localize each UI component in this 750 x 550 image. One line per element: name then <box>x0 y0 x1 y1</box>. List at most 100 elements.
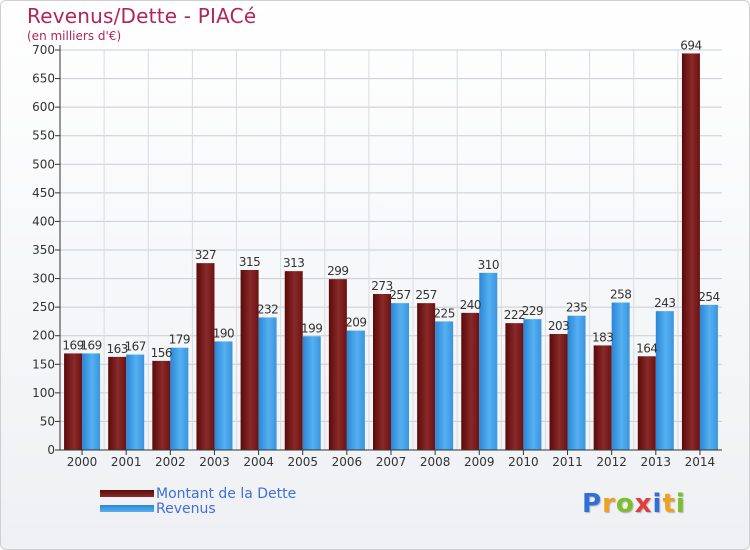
y-tick-label: 200 <box>32 329 55 343</box>
bar-dette <box>637 356 656 450</box>
data-label-dette: 273 <box>371 279 392 293</box>
chart-subtitle: (en milliers d'€) <box>27 29 122 43</box>
logo-letter: i <box>675 489 686 519</box>
data-label-revenus: 254 <box>698 290 719 304</box>
data-label-revenus: 199 <box>301 321 322 335</box>
x-tick-label: 2001 <box>111 455 142 469</box>
bar-dette <box>196 263 215 450</box>
data-label-revenus: 179 <box>169 333 190 347</box>
y-tick-label: 350 <box>32 243 55 257</box>
data-label-dette: 169 <box>62 338 83 352</box>
legend-label-debt: Montant de la Dette <box>156 485 297 502</box>
bar-dette <box>417 303 436 450</box>
y-tick-label: 500 <box>32 157 55 171</box>
bar-revenus <box>346 330 365 450</box>
bar-dette <box>108 356 127 450</box>
y-tick-label: 600 <box>32 100 55 114</box>
data-label-dette: 694 <box>680 38 701 52</box>
bar-dette <box>328 279 347 450</box>
logo-letter: t <box>662 489 676 519</box>
data-label-revenus: 225 <box>433 306 454 320</box>
data-label-revenus: 243 <box>654 296 675 310</box>
x-tick-label: 2003 <box>199 455 230 469</box>
legend-label-revenus: Revenus <box>156 500 216 517</box>
y-tick-label: 650 <box>32 72 55 86</box>
data-label-revenus: 190 <box>213 326 234 340</box>
bar-revenus <box>567 315 586 450</box>
bar-revenus <box>655 311 674 450</box>
bar-dette <box>461 312 480 450</box>
bar-revenus <box>479 272 498 450</box>
bar-dette <box>549 334 568 450</box>
data-label-dette: 240 <box>460 298 481 312</box>
x-tick-label: 2014 <box>685 455 716 469</box>
y-tick-label: 0 <box>47 443 55 457</box>
bars-group <box>64 53 718 451</box>
proxiti-logo: Proxiti <box>582 489 686 519</box>
data-label-revenus: 257 <box>389 288 410 302</box>
bar-dette <box>593 345 612 450</box>
data-label-dette: 315 <box>239 255 260 269</box>
data-label-dette: 163 <box>106 342 127 356</box>
data-label-revenus: 167 <box>124 340 145 354</box>
data-label-revenus: 169 <box>80 338 101 352</box>
bar-dette <box>152 360 171 450</box>
x-tick-label: 2010 <box>508 455 539 469</box>
bar-dette <box>284 271 303 450</box>
data-label-dette: 164 <box>636 341 657 355</box>
bar-revenus <box>258 317 277 450</box>
bar-revenus <box>611 302 630 450</box>
legend: Montant de la Dette Revenus <box>100 485 297 517</box>
bar-dette <box>505 323 524 450</box>
data-label-revenus: 232 <box>257 302 278 316</box>
logo-letter: P <box>582 489 603 519</box>
y-tick-label: 250 <box>32 300 55 314</box>
logo-letter: o <box>615 489 635 519</box>
logo-letter: i <box>652 489 663 519</box>
y-tick-label: 450 <box>32 186 55 200</box>
y-tick-label: 550 <box>32 129 55 143</box>
data-label-dette: 257 <box>415 288 436 302</box>
legend-item-debt: Montant de la Dette <box>100 485 297 502</box>
data-label-dette: 156 <box>151 346 172 360</box>
bar-revenus <box>302 336 321 450</box>
x-tick-label: 2011 <box>552 455 583 469</box>
x-tick-label: 2008 <box>420 455 451 469</box>
y-tick-label: 50 <box>40 414 55 428</box>
y-tick-label: 100 <box>32 386 55 400</box>
x-tick-label: 2004 <box>243 455 274 469</box>
y-tick-label: 400 <box>32 214 55 228</box>
axes: 0 50 100 150 200 250 300 350 400 450 500 550 600 650 7… <box>32 43 722 469</box>
data-label-dette: 313 <box>283 256 304 270</box>
data-label-dette: 299 <box>327 264 348 278</box>
bar-revenus <box>435 321 454 450</box>
y-tick-label: 300 <box>32 272 55 286</box>
y-tick-label: 700 <box>32 43 55 57</box>
x-tick-label: 2002 <box>155 455 186 469</box>
legend-swatch-revenus <box>100 505 154 512</box>
data-label-revenus: 229 <box>522 304 543 318</box>
x-tick-label: 2013 <box>641 455 672 469</box>
bar-revenus <box>126 354 145 450</box>
bar-dette <box>681 53 700 451</box>
data-label-revenus: 258 <box>610 288 631 302</box>
data-label-dette: 183 <box>592 330 613 344</box>
x-tick-label: 2006 <box>332 455 363 469</box>
x-tick-label: 2012 <box>596 455 627 469</box>
chart-title: Revenus/Dette - PIACé <box>27 4 257 28</box>
data-label-revenus: 235 <box>566 301 587 315</box>
bar-revenus <box>523 319 542 450</box>
data-label-revenus: 209 <box>345 316 366 330</box>
data-label-revenus: 310 <box>478 258 499 272</box>
x-tick-label: 2005 <box>287 455 318 469</box>
bar-revenus <box>170 347 189 450</box>
bar-dette <box>64 353 83 450</box>
bar-revenus <box>82 353 101 450</box>
legend-item-revenus: Revenus <box>100 500 296 517</box>
data-label-dette: 222 <box>504 308 525 322</box>
logo-letter: x <box>634 489 653 519</box>
x-tick-label: 2000 <box>67 455 98 469</box>
